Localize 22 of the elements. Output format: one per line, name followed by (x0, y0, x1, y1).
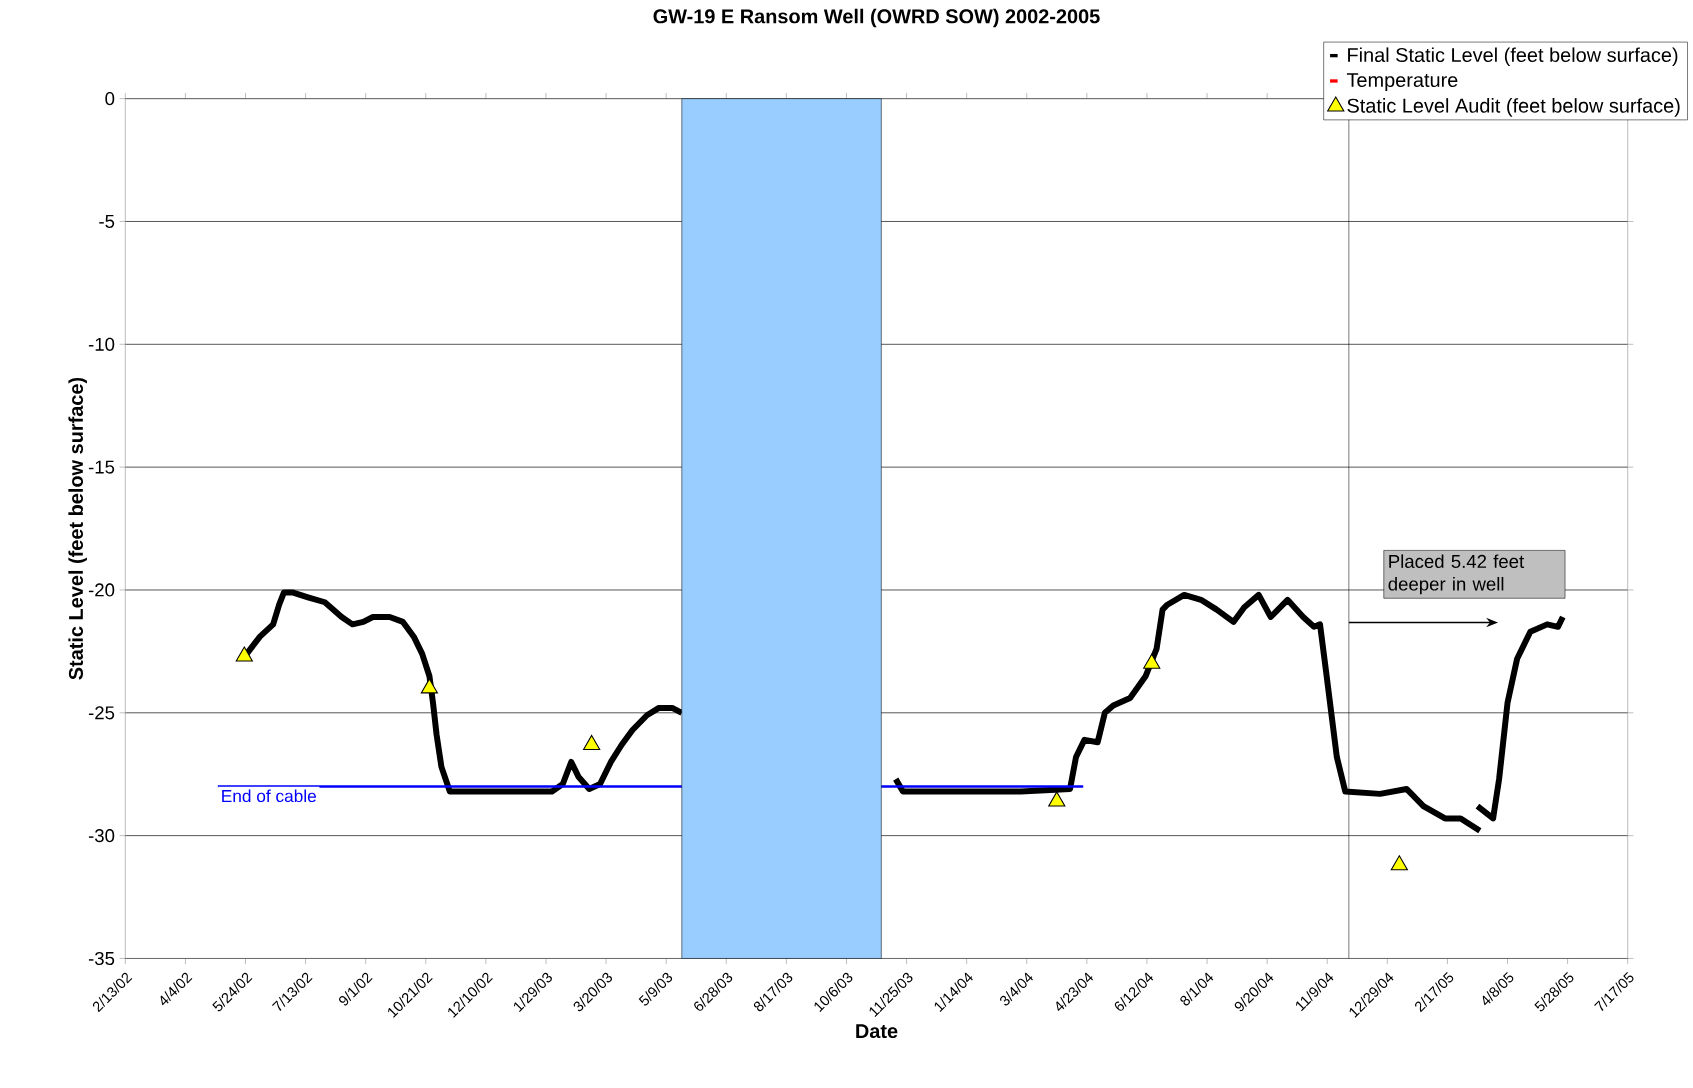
chart-title: GW-19 E Ransom Well (OWRD SOW) 2002-2005 (653, 8, 1100, 28)
point (583, 734, 601, 751)
point (420, 678, 439, 694)
legend-label: Final Static Level (feet below surface) (1348, 47, 1678, 67)
series-label: End of cable (222, 789, 316, 803)
y-tick-label: 0 (105, 92, 115, 106)
y-tick-label: -25 (88, 706, 115, 720)
point (1390, 855, 1408, 871)
point (1048, 791, 1066, 807)
point (235, 646, 253, 662)
legend-label: Static Level Audit (feet below surface) (1347, 98, 1680, 117)
y-tick-label: -15 (88, 460, 115, 474)
y-axis-title: Static Level (feet below surface) (68, 378, 87, 680)
point (1143, 653, 1161, 669)
legend-label: Temperature (1346, 73, 1458, 92)
y-tick-label: -30 (88, 829, 115, 843)
x-axis-title: Date (856, 1024, 898, 1039)
y-tick-label: -5 (99, 215, 115, 229)
annotation: Placed 5.42 feet deeper in well (1388, 554, 1525, 595)
y-tick-label: -10 (88, 337, 115, 351)
y-tick-label: -20 (88, 583, 115, 597)
y-tick-label: -35 (88, 951, 115, 966)
